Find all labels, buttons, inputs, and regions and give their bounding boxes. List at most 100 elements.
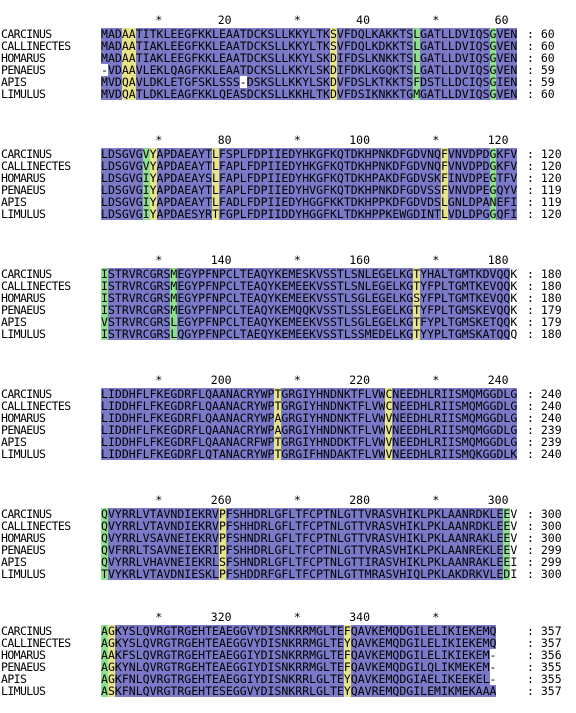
position-ruler: * 20 * 40 * 60 xyxy=(100,13,509,27)
residue-count: : 60 xyxy=(527,51,555,65)
sequence-name: CARCINUS xyxy=(1,267,52,281)
sequence-name: CALLINECTES xyxy=(1,279,71,293)
alignment-row: HOMARUS QVYRRLVSAVNEIEKRVPFSHNDRLGFLTFCPT… xyxy=(0,532,576,544)
alignment-row: CALLINECTES AGKYSLQVRGTRGEHTEAEGGVYDISNKR… xyxy=(0,637,576,649)
alignment-row: CALLINECTES LIDDHFLFKEGDRFLQAANACRYWPTGRG… xyxy=(0,400,576,412)
sequence-residues: MADAATIAKLEEGFKKLEAATDCKSLLKKYLSKDIFDSLK… xyxy=(101,51,518,65)
alignment-row: HOMARUS ISTRVRCGRSMEGYPFNPCLTEAQYKEMEEKVS… xyxy=(0,292,576,304)
residue-count: : 357 xyxy=(527,684,562,698)
sequence-name: APIS xyxy=(1,315,27,329)
alignment-row: CALLINECTES ISTRVRCGRSMEGYPFNPCLTEAQYKEME… xyxy=(0,280,576,292)
residue-count: : 120 xyxy=(527,147,562,161)
alignment-row: LIMULUS ASKFNLQVRGTRGEHTESEGGVYDISNKRRLGL… xyxy=(0,685,576,697)
alignment-row: CARCINUS LIDDHFLFKEGDRFLQAANACRYWPTGRGIYH… xyxy=(0,388,576,400)
sequence-residues: LDSGVGIYAPDAEAYTLFADLFDPIIEDYHGGFKKTDKHP… xyxy=(101,195,518,209)
sequence-name: APIS xyxy=(1,672,27,686)
sequence-residues: LDSGVGVYAPDAEAYTLFSPLFDPIIEDYHKGFKQTDKHP… xyxy=(101,147,518,161)
residue-count: : 180 xyxy=(527,267,562,281)
residue-count: : 300 xyxy=(527,531,562,545)
alignment-row: HOMARUS LDSGVGIYAPDAEAYSLFAPLFDPIIEDYHKGF… xyxy=(0,172,576,184)
sequence-name: CARCINUS xyxy=(1,147,52,161)
alignment-row: APIS AGKFNLQVRGTRGEHTEAEGGIYDISNKRRLGLTEY… xyxy=(0,673,576,685)
sequence-residues: LIDDHFLFKEGDRFLQAANACRYWPTGRGIYHNDNKTFLV… xyxy=(101,387,518,401)
sequence-residues: ISTRVRCGRSMEGYPFNPCLTEAQYKEMEEKVSSTLSGLE… xyxy=(101,291,518,305)
sequence-residues: QVYRRLVHAVNEIEKRLSFSHNDRLGFLTFCPTNLGTTIR… xyxy=(101,555,518,569)
sequence-name: LIMULUS xyxy=(1,327,46,341)
alignment-row: CARCINUS MADAATITKLEEGFKKLEAATDCKSLLKKYLT… xyxy=(0,28,576,40)
sequence-name: APIS xyxy=(1,75,27,89)
sequence-name: PENAEUS xyxy=(1,660,46,674)
sequence-name: LIMULUS xyxy=(1,567,46,581)
alignment-row: CALLINECTES MADAATIAKLEEGFKKLEAATDCKSLLKK… xyxy=(0,40,576,52)
sequence-residues: AGKFNLQVRGTRGEHTEAEGGIYDISNKRRLGLTEYQAVK… xyxy=(101,672,497,686)
sequence-name: HOMARUS xyxy=(1,171,46,185)
sequence-residues: LDSGVGVYAPDAEAYTLFAPLFDPIIEDYHKGFKQTDKHP… xyxy=(101,159,518,173)
sequence-name: PENAEUS xyxy=(1,543,46,557)
residue-count: : 357 xyxy=(527,636,562,650)
sequence-residues: LDSGVGIYAPDAEAYTLFAPLFDPIIEDYHVGFKQTDKHP… xyxy=(101,183,518,197)
alignment-row: HOMARUS LIDDHFLFKEGDRFLQAANACRYWPAGRGIYHN… xyxy=(0,412,576,424)
sequence-residues: ASKFNLQVRGTRGEHTESEGGVYDISNKRRLGLTEYQAVR… xyxy=(101,684,497,698)
sequence-name: PENAEUS xyxy=(1,303,46,317)
sequence-residues: AGKYSLQVRGTRGEHTEAEGGVYDISNKRRMGLTEYQAVK… xyxy=(101,636,497,650)
residue-count: : 357 xyxy=(527,624,562,638)
alignment-row: LIMULUS ISTRVRCGRSLQGYPFNPCLTAEQYKEMEEKVS… xyxy=(0,328,576,340)
sequence-residues: MVDQATLDKLEAGFKKLQEASDCKSLLKKHLTKDVFDSIK… xyxy=(101,87,518,101)
sequence-residues: LIDDHFLFKEGDRFLQAANACRFWPTGRGIYHNDDKTFLV… xyxy=(101,435,518,449)
residue-count: : 300 xyxy=(527,519,562,533)
alignment-row: PENAEUS LIDDHFLFKEGDRFLQAANACRYWPAGRGIYHN… xyxy=(0,424,576,436)
residue-count: : 239 xyxy=(527,423,562,437)
sequence-residues: LIDDHFLFKEGDRFLQAANACRYWPAGRGIYHNDNKTFLV… xyxy=(101,423,518,437)
sequence-name: PENAEUS xyxy=(1,423,46,437)
sequence-residues: -VDAAVLEKLQAGFKKLEAATDCKSLLKKYLSKDIFDKLK… xyxy=(101,63,518,77)
position-ruler: * 260 * 280 * 300 xyxy=(100,493,509,507)
residue-count: : 179 xyxy=(527,303,562,317)
sequence-residues: QVYRRLVSAVNEIEKRVPFSHNDRLGFLTFCPTNLGTTVR… xyxy=(101,531,518,545)
sequence-name: CARCINUS xyxy=(1,624,52,638)
sequence-name: APIS xyxy=(1,555,27,569)
sequence-name: HOMARUS xyxy=(1,291,46,305)
sequence-name: CALLINECTES xyxy=(1,159,71,173)
residue-count: : 240 xyxy=(527,387,562,401)
alignment-row: PENAEUS ISTRVRCGRSMEGYPFNPCLTEAQYKEMQQKVS… xyxy=(0,304,576,316)
sequence-name: CARCINUS xyxy=(1,387,52,401)
residue-count: : 299 xyxy=(527,543,562,557)
alignment-row: CALLINECTES LDSGVGVYAPDAEAYTLFAPLFDPIIEDY… xyxy=(0,160,576,172)
residue-count: : 356 xyxy=(527,648,562,662)
position-ruler: * 140 * 160 * 180 xyxy=(100,253,509,267)
sequence-residues: MADAATITKLEEGFKKLEAATDCKSLLKKYLTKSVFDQLK… xyxy=(101,27,518,41)
sequence-name: CALLINECTES xyxy=(1,636,71,650)
sequence-residues: AGKYNLQVRGTRGEHTEAEGGIYDISNKRRMGLTEFQAVK… xyxy=(101,660,497,674)
sequence-residues: AGKYSLQVRGTRGEHTEAEGGVYDISNKRRMGLTEFQAVK… xyxy=(101,624,497,638)
residue-count: : 180 xyxy=(527,279,562,293)
sequence-residues: ISTRVRCGRSMEGYPFNPCLTEAQYKEMQQKVSSTLSSLE… xyxy=(101,303,518,317)
sequence-residues: LDSGVGIYAPDAEAYSLFAPLFDPIIEDYHKGFKQTDKHP… xyxy=(101,171,518,185)
alignment-row: CALLINECTES QVYRRLVTAVNDIEKRVPFSHHDRLGFLT… xyxy=(0,520,576,532)
alignment-row: CARCINUS QVYRRLVTAVNDIEKRVPFSHHDRLGFLTFCP… xyxy=(0,508,576,520)
residue-count: : 120 xyxy=(527,207,562,221)
sequence-name: HOMARUS xyxy=(1,51,46,65)
sequence-residues: LIDDHFLFKEGDRFLQAANACRYWPAGRGIYHNDNKTFLV… xyxy=(101,411,518,425)
sequence-name: LIMULUS xyxy=(1,87,46,101)
sequence-residues: LIDDHFLFKEGDRFLQAANACRYWPTGRGIYHNDNKTFLV… xyxy=(101,399,518,413)
alignment-row: HOMARUS AAKFSLQVRGTRGEHTEAEGGIYDISNKRRMGL… xyxy=(0,649,576,661)
sequence-residues: TVYKRLVTAVDNIESKLPFSHDDRFGFLTFCPTNLGTTMR… xyxy=(101,567,518,581)
sequence-name: HOMARUS xyxy=(1,648,46,662)
sequence-name: APIS xyxy=(1,435,27,449)
residue-count: : 180 xyxy=(527,291,562,305)
residue-count: : 355 xyxy=(527,672,562,686)
alignment-row: APIS VSTRVRCGRSLEGYPFNPCLTEAQYKEMEEKVSSTL… xyxy=(0,316,576,328)
residue-count: : 180 xyxy=(527,327,562,341)
residue-count: : 59 xyxy=(527,63,555,77)
residue-count: : 300 xyxy=(527,567,562,581)
sequence-name: CARCINUS xyxy=(1,27,52,41)
residue-count: : 240 xyxy=(527,399,562,413)
sequence-name: CALLINECTES xyxy=(1,399,71,413)
residue-count: : 120 xyxy=(527,159,562,173)
sequence-name: LIMULUS xyxy=(1,684,46,698)
residue-count: : 240 xyxy=(527,447,562,461)
sequence-residues: ISTRVRCGRSMEGYPFNPCLTEAQYKEMESKVSSTLSNLE… xyxy=(101,267,518,281)
alignment-row: APIS QVYRRLVHAVNEIEKRLSFSHNDRLGFLTFCPTNLG… xyxy=(0,556,576,568)
alignment-row: LIMULUS TVYKRLVTAVDNIESKLPFSHDDRFGFLTFCPT… xyxy=(0,568,576,580)
sequence-name: HOMARUS xyxy=(1,411,46,425)
